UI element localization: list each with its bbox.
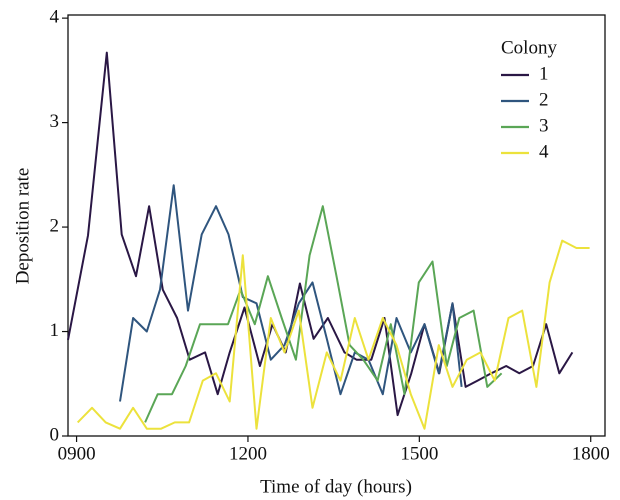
legend-label: 1 [539, 63, 549, 84]
y-tick-label: 3 [50, 111, 60, 132]
series-line [119, 184, 463, 402]
y-tick-label: 1 [50, 320, 60, 341]
x-tick-label: 1200 [229, 443, 267, 464]
series-line [144, 205, 503, 423]
series-line [67, 51, 574, 417]
y-tick-label: 2 [50, 215, 60, 236]
y-tick-label: 4 [50, 6, 60, 27]
y-tick-label: 0 [50, 424, 60, 445]
x-tick-label: 0900 [58, 443, 96, 464]
series-line [76, 239, 590, 430]
x-axis-label: Time of day (hours) [260, 476, 412, 497]
legend-label: 2 [539, 89, 549, 110]
legend-title: Colony [501, 37, 557, 58]
x-tick-label: 1500 [400, 443, 438, 464]
legend-label: 4 [539, 141, 549, 162]
plot-frame [67, 14, 606, 437]
x-tick-label: 1800 [572, 443, 610, 464]
legend-label: 3 [539, 115, 549, 136]
y-axis-label: Deposition rate [12, 168, 33, 285]
